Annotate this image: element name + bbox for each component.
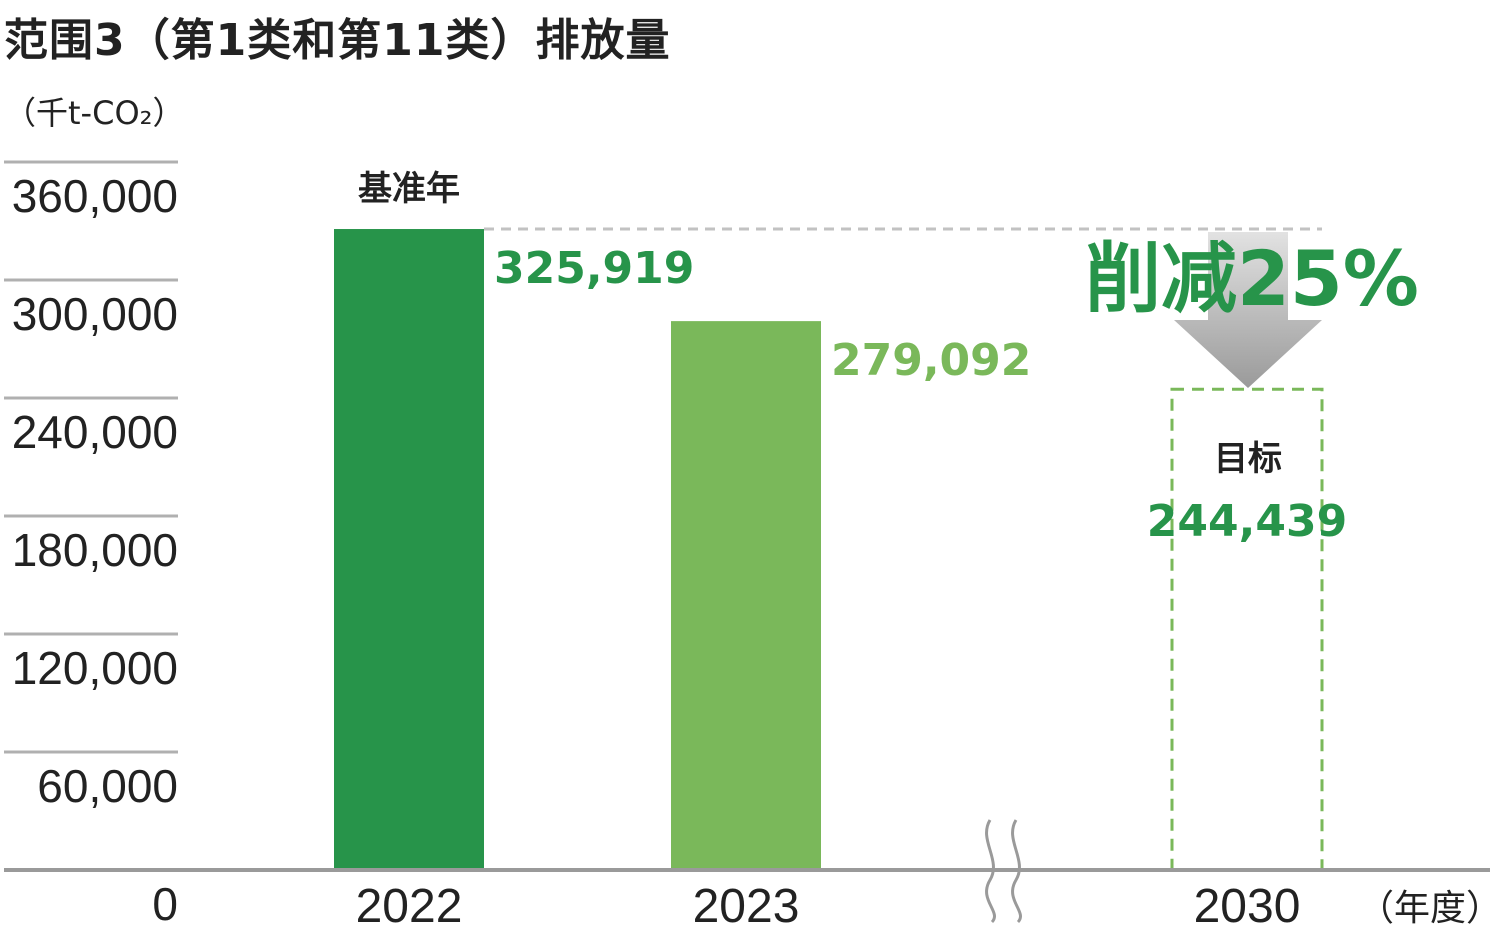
y-tick-labels: 0 60,000 120,000 180,000 240,000 300,000 360,0…	[12, 170, 178, 930]
x-tick-labels: 2022 2023 2030	[356, 880, 1301, 933]
y-tick-label: 0	[152, 878, 178, 930]
axis-break-icon	[985, 819, 1022, 924]
data-label-2022: 325,919	[494, 243, 694, 294]
x-axis-unit-label: （年度）	[1358, 888, 1496, 929]
gridlines	[4, 160, 178, 754]
bar-2022	[334, 229, 484, 870]
target-label: 目标	[1214, 439, 1282, 479]
bar-2023	[671, 321, 821, 870]
y-tick-label: 300,000	[12, 288, 178, 340]
value-labels: 325,919 279,092 244,439	[494, 243, 1347, 547]
base-year-label: 基准年	[358, 169, 460, 209]
x-tick-label-2030: 2030	[1194, 880, 1301, 933]
y-tick-label: 240,000	[12, 406, 178, 458]
y-tick-label: 180,000	[12, 524, 178, 576]
y-tick-label: 120,000	[12, 642, 178, 694]
data-label-2030: 244,439	[1147, 496, 1347, 547]
x-tick-label-2023: 2023	[693, 880, 800, 933]
reduction-label: 削减25%	[1085, 234, 1419, 323]
bars	[334, 229, 1324, 872]
y-tick-label: 360,000	[12, 170, 178, 222]
data-label-2023: 279,092	[831, 335, 1031, 386]
x-tick-label-2022: 2022	[356, 880, 463, 933]
reduction-arrow-icon	[1174, 232, 1322, 388]
y-tick-label: 60,000	[37, 760, 178, 812]
y-axis-unit-label: （千t-CO₂）	[4, 94, 185, 132]
chart-title: 范围3（第1类和第11类）排放量	[4, 15, 671, 66]
